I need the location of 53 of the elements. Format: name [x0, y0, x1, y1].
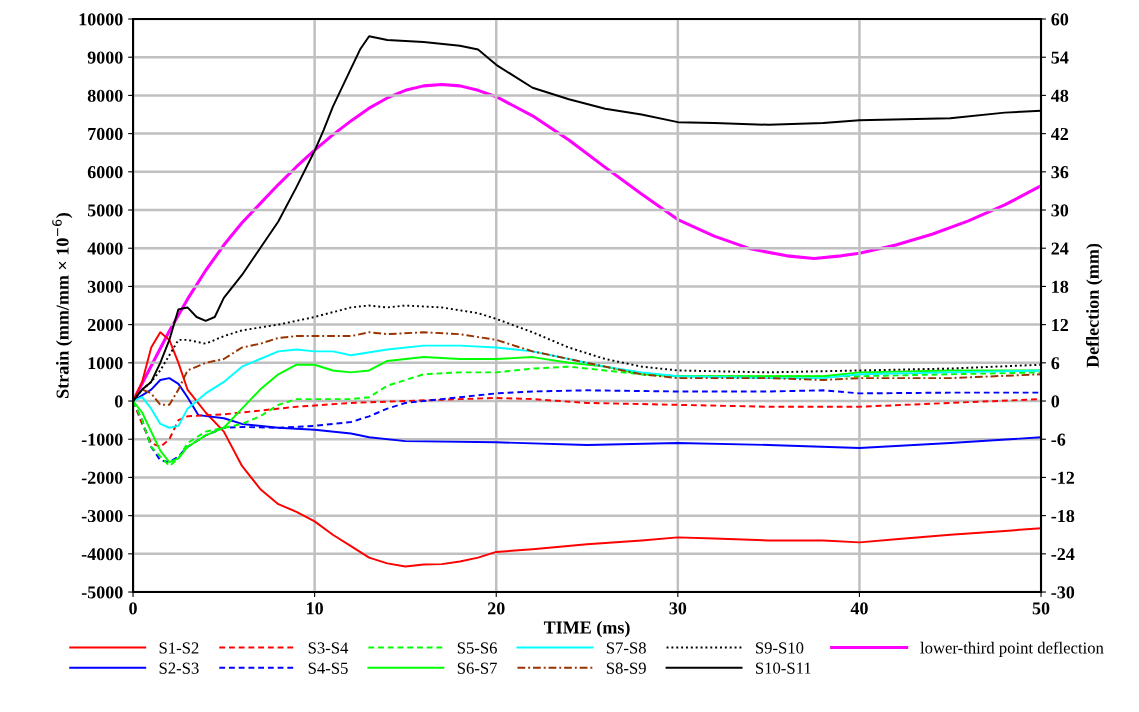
- y2-tick-label: 30: [1051, 204, 1069, 217]
- y-axis-title: Strain (mm/mm × 10$^{−6}$): [52, 213, 73, 398]
- y-tick-label: 6000: [87, 166, 123, 179]
- legend-label: S6-S7: [457, 662, 497, 674]
- legend-label: S5-S6: [457, 642, 497, 654]
- legend-label: S1-S2: [159, 642, 199, 654]
- y2-tick-label: 0: [1051, 395, 1060, 408]
- y2-tick-label: -6: [1051, 433, 1066, 446]
- legend-label: S10-S11: [755, 662, 811, 674]
- legend-label: lower-third point deflection: [920, 641, 1104, 657]
- y2-tick-label: 54: [1051, 51, 1069, 64]
- y-tick-label: 9000: [87, 51, 123, 64]
- y-tick-label: -3000: [81, 509, 123, 523]
- y2-tick-label: 18: [1052, 280, 1069, 293]
- x-tick-label: 40: [850, 602, 868, 615]
- y2-tick-label: 36: [1051, 166, 1069, 179]
- x-tick-label: 10: [307, 602, 323, 615]
- x-axis-title: TIME (ms): [543, 620, 630, 638]
- y-tick-label: 2000: [87, 318, 123, 332]
- y2-tick-label: 12: [1052, 318, 1069, 331]
- legend-label: S8-S9: [606, 662, 646, 674]
- y2-tick-label: 24: [1051, 242, 1069, 255]
- legend-label: S7-S8: [606, 642, 646, 654]
- y-tick-label: -5000: [81, 586, 123, 599]
- legend-label: S4-S5: [308, 662, 348, 674]
- y-tick-label: -2000: [81, 471, 123, 484]
- y2-tick-label: -12: [1051, 471, 1075, 484]
- y-tick-label: 4000: [87, 242, 123, 255]
- y-tick-label: 8000: [87, 89, 123, 102]
- y2-tick-label: 6: [1051, 357, 1060, 370]
- x-tick-label: 20: [487, 602, 505, 615]
- y2-tick-label: 60: [1051, 13, 1069, 26]
- y2-tick-label: -18: [1051, 509, 1075, 523]
- y-tick-label: 0: [114, 395, 123, 408]
- x-tick-label: 30: [669, 602, 687, 615]
- y2-tick-label: 42: [1051, 127, 1069, 140]
- legend-label: S9-S10: [755, 642, 804, 654]
- y2-tick-label: -30: [1051, 586, 1075, 599]
- legend-label: S2-S3: [159, 662, 199, 674]
- y-tick-label: 10000: [79, 13, 123, 26]
- y2-tick-label: -24: [1051, 548, 1075, 561]
- x-tick-label: 0: [129, 602, 137, 615]
- x-tick-label: 50: [1032, 602, 1050, 615]
- y-tick-label: 1000: [88, 357, 123, 370]
- legend-label: S3-S4: [308, 642, 349, 654]
- y-tick-label: 7000: [88, 127, 123, 141]
- y-tick-label: 5000: [87, 204, 123, 217]
- y2-axis-title: Deflection (mm): [1085, 243, 1103, 368]
- line-series: [133, 344, 1042, 429]
- y2-tick-label: 48: [1051, 89, 1069, 102]
- y-tick-label: -4000: [81, 548, 123, 561]
- y-tick-label: 3000: [87, 280, 123, 293]
- y-tick-label: -1000: [81, 433, 123, 446]
